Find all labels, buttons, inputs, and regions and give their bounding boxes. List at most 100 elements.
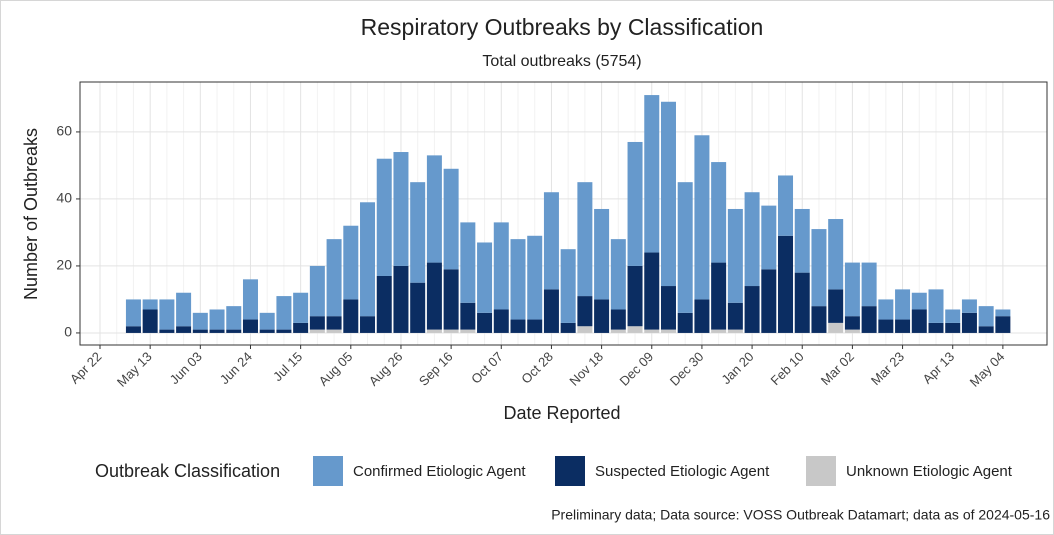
bar-segment [644, 95, 660, 253]
bar-segment [828, 322, 844, 333]
bar-segment [343, 225, 359, 300]
bar-segment [594, 208, 610, 300]
bar-segment [978, 306, 994, 327]
bar-segment [443, 269, 459, 330]
bar-segment [644, 252, 660, 330]
legend-swatch [555, 456, 585, 486]
bar-segment [711, 262, 727, 330]
bar-segment [594, 299, 610, 333]
bar-segment [276, 296, 292, 330]
chart-title: Respiratory Outbreaks by Classification [361, 14, 764, 40]
bar-segment [460, 329, 476, 333]
bar-segment [326, 239, 342, 317]
bar-segment [945, 309, 961, 323]
y-axis-title: Number of Outbreaks [21, 128, 41, 300]
bar-segment [844, 316, 860, 330]
bar-segment [376, 158, 392, 276]
bar-segment [945, 322, 961, 333]
bar-segment [242, 319, 258, 333]
y-tick-label: 60 [56, 123, 72, 139]
bar-segment [410, 282, 426, 333]
legend-swatch [806, 456, 836, 486]
bar-segment [677, 182, 693, 313]
bar-segment [493, 309, 509, 333]
bar-segment [610, 309, 626, 330]
bar-segment [928, 322, 944, 333]
bar-segment [794, 272, 810, 333]
bar-segment [125, 326, 141, 333]
bar-segment [694, 299, 710, 333]
bar-segment [660, 286, 676, 330]
bar-segment [493, 222, 509, 310]
bar-segment [895, 289, 911, 320]
bar-segment [209, 309, 225, 330]
x-axis-title: Date Reported [503, 403, 620, 423]
bar-segment [159, 299, 175, 330]
bar-segment [677, 312, 693, 333]
bar-segment [510, 319, 526, 333]
bar-segment [560, 322, 576, 333]
bar-segment [259, 329, 275, 333]
bar-segment [794, 208, 810, 273]
bar-segment [209, 329, 225, 333]
bar-segment [911, 309, 927, 333]
bar-segment [192, 312, 208, 330]
bar-segment [309, 316, 325, 330]
y-tick-label: 0 [64, 324, 72, 340]
bar-segment [644, 329, 660, 333]
bar-segment [393, 152, 409, 266]
bar-segment [711, 162, 727, 263]
bar-segment [778, 175, 794, 236]
legend-label: Unknown Etiologic Agent [846, 463, 1013, 480]
bar-segment [426, 262, 442, 330]
bar-segment [711, 329, 727, 333]
bar-segment [744, 286, 760, 333]
bar-segment [761, 269, 777, 333]
bar-segment [660, 101, 676, 287]
bar-segment [443, 329, 459, 333]
bar-segment [393, 265, 409, 333]
bar-segment [828, 289, 844, 323]
y-tick-label: 20 [56, 257, 72, 273]
bar-segment [527, 235, 543, 320]
bar-segment [610, 329, 626, 333]
bar-segment [293, 322, 309, 333]
bar-segment [192, 329, 208, 333]
bar-segment [259, 312, 275, 330]
bar-segment [577, 296, 593, 327]
bar-segment [978, 326, 994, 333]
bar-segment [861, 306, 877, 333]
bar-segment [543, 289, 559, 333]
bar-segment [895, 319, 911, 333]
bar-segment [376, 275, 392, 333]
bar-segment [727, 302, 743, 330]
bar-segment [142, 309, 158, 333]
bar-segment [660, 329, 676, 333]
bar-segment [577, 182, 593, 297]
legend-swatch [313, 456, 343, 486]
bar-segment [744, 192, 760, 287]
bar-segment [477, 312, 493, 333]
bar-segment [961, 299, 977, 313]
bar-segment [995, 316, 1011, 333]
legend-title: Outbreak Classification [95, 461, 280, 481]
bar-segment [610, 239, 626, 310]
bar-segment [460, 302, 476, 330]
bar-segment [309, 265, 325, 317]
bar-segment [326, 329, 342, 333]
bar-segment [293, 292, 309, 323]
bar-segment [360, 316, 376, 333]
bar-segment [911, 292, 927, 310]
bar-segment [226, 329, 242, 333]
bar-segment [844, 262, 860, 317]
bar-segment [761, 205, 777, 270]
bar-segment [242, 279, 258, 320]
bar-segment [811, 229, 827, 307]
bar-segment [176, 292, 192, 327]
caption: Preliminary data; Data source: VOSS Outb… [551, 507, 1050, 523]
bar-segment [159, 329, 175, 333]
bar-segment [560, 249, 576, 323]
bar-segment [878, 319, 894, 333]
bar-segment [443, 168, 459, 270]
